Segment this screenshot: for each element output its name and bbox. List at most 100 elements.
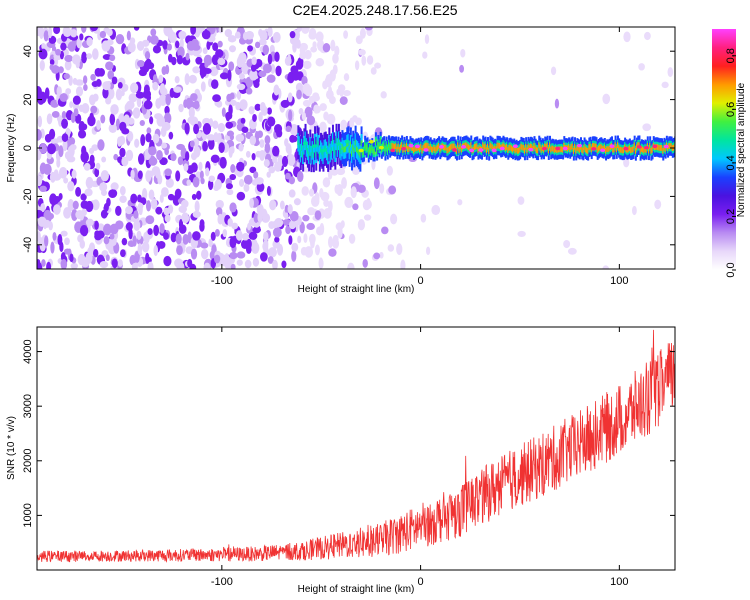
spectrogram-cell bbox=[157, 174, 163, 185]
spectrogram-cell bbox=[85, 176, 94, 189]
spectrogram-cell bbox=[525, 143, 528, 150]
spectrogram-cell bbox=[153, 224, 160, 237]
spectrogram-cell bbox=[281, 260, 287, 269]
spectrogram-cell bbox=[308, 31, 317, 40]
spectrogram-cell bbox=[97, 139, 105, 151]
spectrogram-cell bbox=[163, 255, 172, 267]
spectrogram-cell bbox=[229, 236, 237, 249]
spectrogram-cell bbox=[81, 27, 87, 33]
spectrogram-cell bbox=[618, 145, 621, 151]
spectrogram-cell bbox=[483, 144, 486, 151]
spectrogram-cell bbox=[367, 149, 370, 156]
spectrogram-cell bbox=[145, 252, 150, 264]
colorbar-tick-label: 0.6 bbox=[725, 102, 737, 117]
spectrogram-cell bbox=[575, 147, 578, 154]
spectrogram-cell bbox=[190, 27, 197, 35]
spectrogram-cell bbox=[183, 163, 189, 172]
spectrogram-cell bbox=[669, 143, 672, 149]
spectrogram-cell bbox=[328, 248, 337, 257]
spectrogram-cell bbox=[293, 198, 301, 206]
spectrogram-cell bbox=[358, 149, 361, 156]
spectrogram-cell bbox=[384, 147, 387, 154]
spectrogram-cell bbox=[175, 233, 182, 245]
spectrogram-cell bbox=[167, 193, 175, 201]
spectrogram-cell bbox=[327, 152, 330, 158]
spectrogram-cell bbox=[538, 142, 541, 149]
spectrogram-cell bbox=[130, 169, 135, 180]
spectrogram-cell bbox=[379, 251, 384, 259]
spectrogram-cell bbox=[574, 144, 577, 150]
spectrogram-cell bbox=[126, 100, 135, 110]
spectrogram-cell bbox=[192, 49, 200, 57]
spectrogram-peak bbox=[478, 148, 484, 152]
spectrogram-cell bbox=[50, 241, 55, 254]
spectrogram-cell bbox=[161, 187, 169, 197]
x-tick-label: -100 bbox=[211, 576, 233, 588]
spectrogram-cell bbox=[359, 151, 362, 158]
spectrogram-cell bbox=[175, 170, 181, 182]
spectrogram-cell bbox=[599, 144, 602, 151]
spectrogram-cell bbox=[152, 45, 162, 54]
spectrogram-cell bbox=[226, 188, 234, 196]
spectrogram-cell bbox=[368, 146, 371, 153]
spectrogram-cell bbox=[128, 227, 133, 240]
spectrogram-cell bbox=[147, 228, 153, 236]
spectrogram-cell bbox=[75, 79, 84, 86]
spectrogram-cell bbox=[351, 115, 358, 123]
spectrogram-peak bbox=[451, 148, 457, 152]
spectrogram-cell bbox=[649, 143, 652, 149]
spectrogram-cell bbox=[145, 58, 152, 70]
spectrogram-cell bbox=[551, 145, 554, 152]
spectrogram-peak bbox=[609, 144, 615, 149]
spectrogram-marks bbox=[37, 27, 675, 269]
spectrogram-cell bbox=[200, 242, 209, 249]
spectrogram-cell bbox=[200, 248, 209, 260]
spectrogram-cell bbox=[498, 142, 501, 149]
spectrogram-cell bbox=[346, 141, 349, 148]
spectrogram-cell bbox=[222, 229, 228, 238]
spectrogram-cell bbox=[127, 41, 136, 53]
spectrogram-cell bbox=[100, 209, 108, 219]
spectrogram-cell bbox=[259, 139, 265, 148]
spectrogram-cell bbox=[231, 222, 239, 230]
spectrogram-cell bbox=[219, 72, 229, 80]
spectrogram-cell bbox=[314, 244, 320, 256]
spectrogram-cell bbox=[288, 189, 296, 198]
colorbar-label: Normalized spectral amplitude bbox=[736, 82, 747, 217]
spectrogram-cell bbox=[100, 170, 109, 182]
spectrogram-cell bbox=[227, 69, 232, 82]
spectrogram-peak bbox=[344, 139, 350, 144]
spectrogram-cell bbox=[103, 203, 109, 212]
spectrogram-cell bbox=[347, 140, 350, 147]
y-tick-label: 2000 bbox=[22, 449, 34, 473]
spectrogram-cell bbox=[447, 147, 450, 153]
spectrogram-cell bbox=[37, 175, 43, 187]
spectrogram-cell bbox=[606, 146, 609, 152]
spectrogram-cell bbox=[219, 156, 227, 169]
spectrogram-cell bbox=[208, 175, 215, 182]
spectrogram-cell bbox=[238, 143, 244, 152]
spectrogram-cell bbox=[144, 50, 151, 60]
spectrogram-cell bbox=[262, 241, 269, 251]
spectrogram-cell bbox=[424, 34, 430, 45]
spectrogram-cell bbox=[38, 237, 44, 247]
spectrogram-cell bbox=[186, 179, 192, 186]
spectrogram-cell bbox=[352, 144, 355, 151]
spectrogram-cell bbox=[570, 144, 573, 151]
spectrogram-cell bbox=[491, 144, 494, 151]
spectrogram-cell bbox=[166, 43, 172, 51]
spectrogram-cell bbox=[647, 147, 650, 154]
spectrogram-cell bbox=[620, 146, 623, 153]
spectrogram-cell bbox=[184, 73, 190, 86]
spectrogram-cell bbox=[109, 82, 115, 90]
spectrogram-peak bbox=[591, 147, 597, 151]
spectrogram-cell bbox=[96, 120, 101, 131]
snr-y-axis-label: SNR (10 * v/v) bbox=[6, 416, 17, 480]
colorbar: 0.0 0.2 0.4 0.6 0.8 Normalized spectral ampl… bbox=[712, 29, 747, 278]
spectrogram-cell bbox=[159, 193, 164, 203]
spectrogram-cell bbox=[334, 149, 337, 156]
spectrogram-cell bbox=[387, 244, 395, 252]
spectrogram-cell bbox=[139, 120, 145, 127]
spectrogram-cell bbox=[423, 143, 426, 150]
spectrogram-cell bbox=[348, 233, 356, 244]
